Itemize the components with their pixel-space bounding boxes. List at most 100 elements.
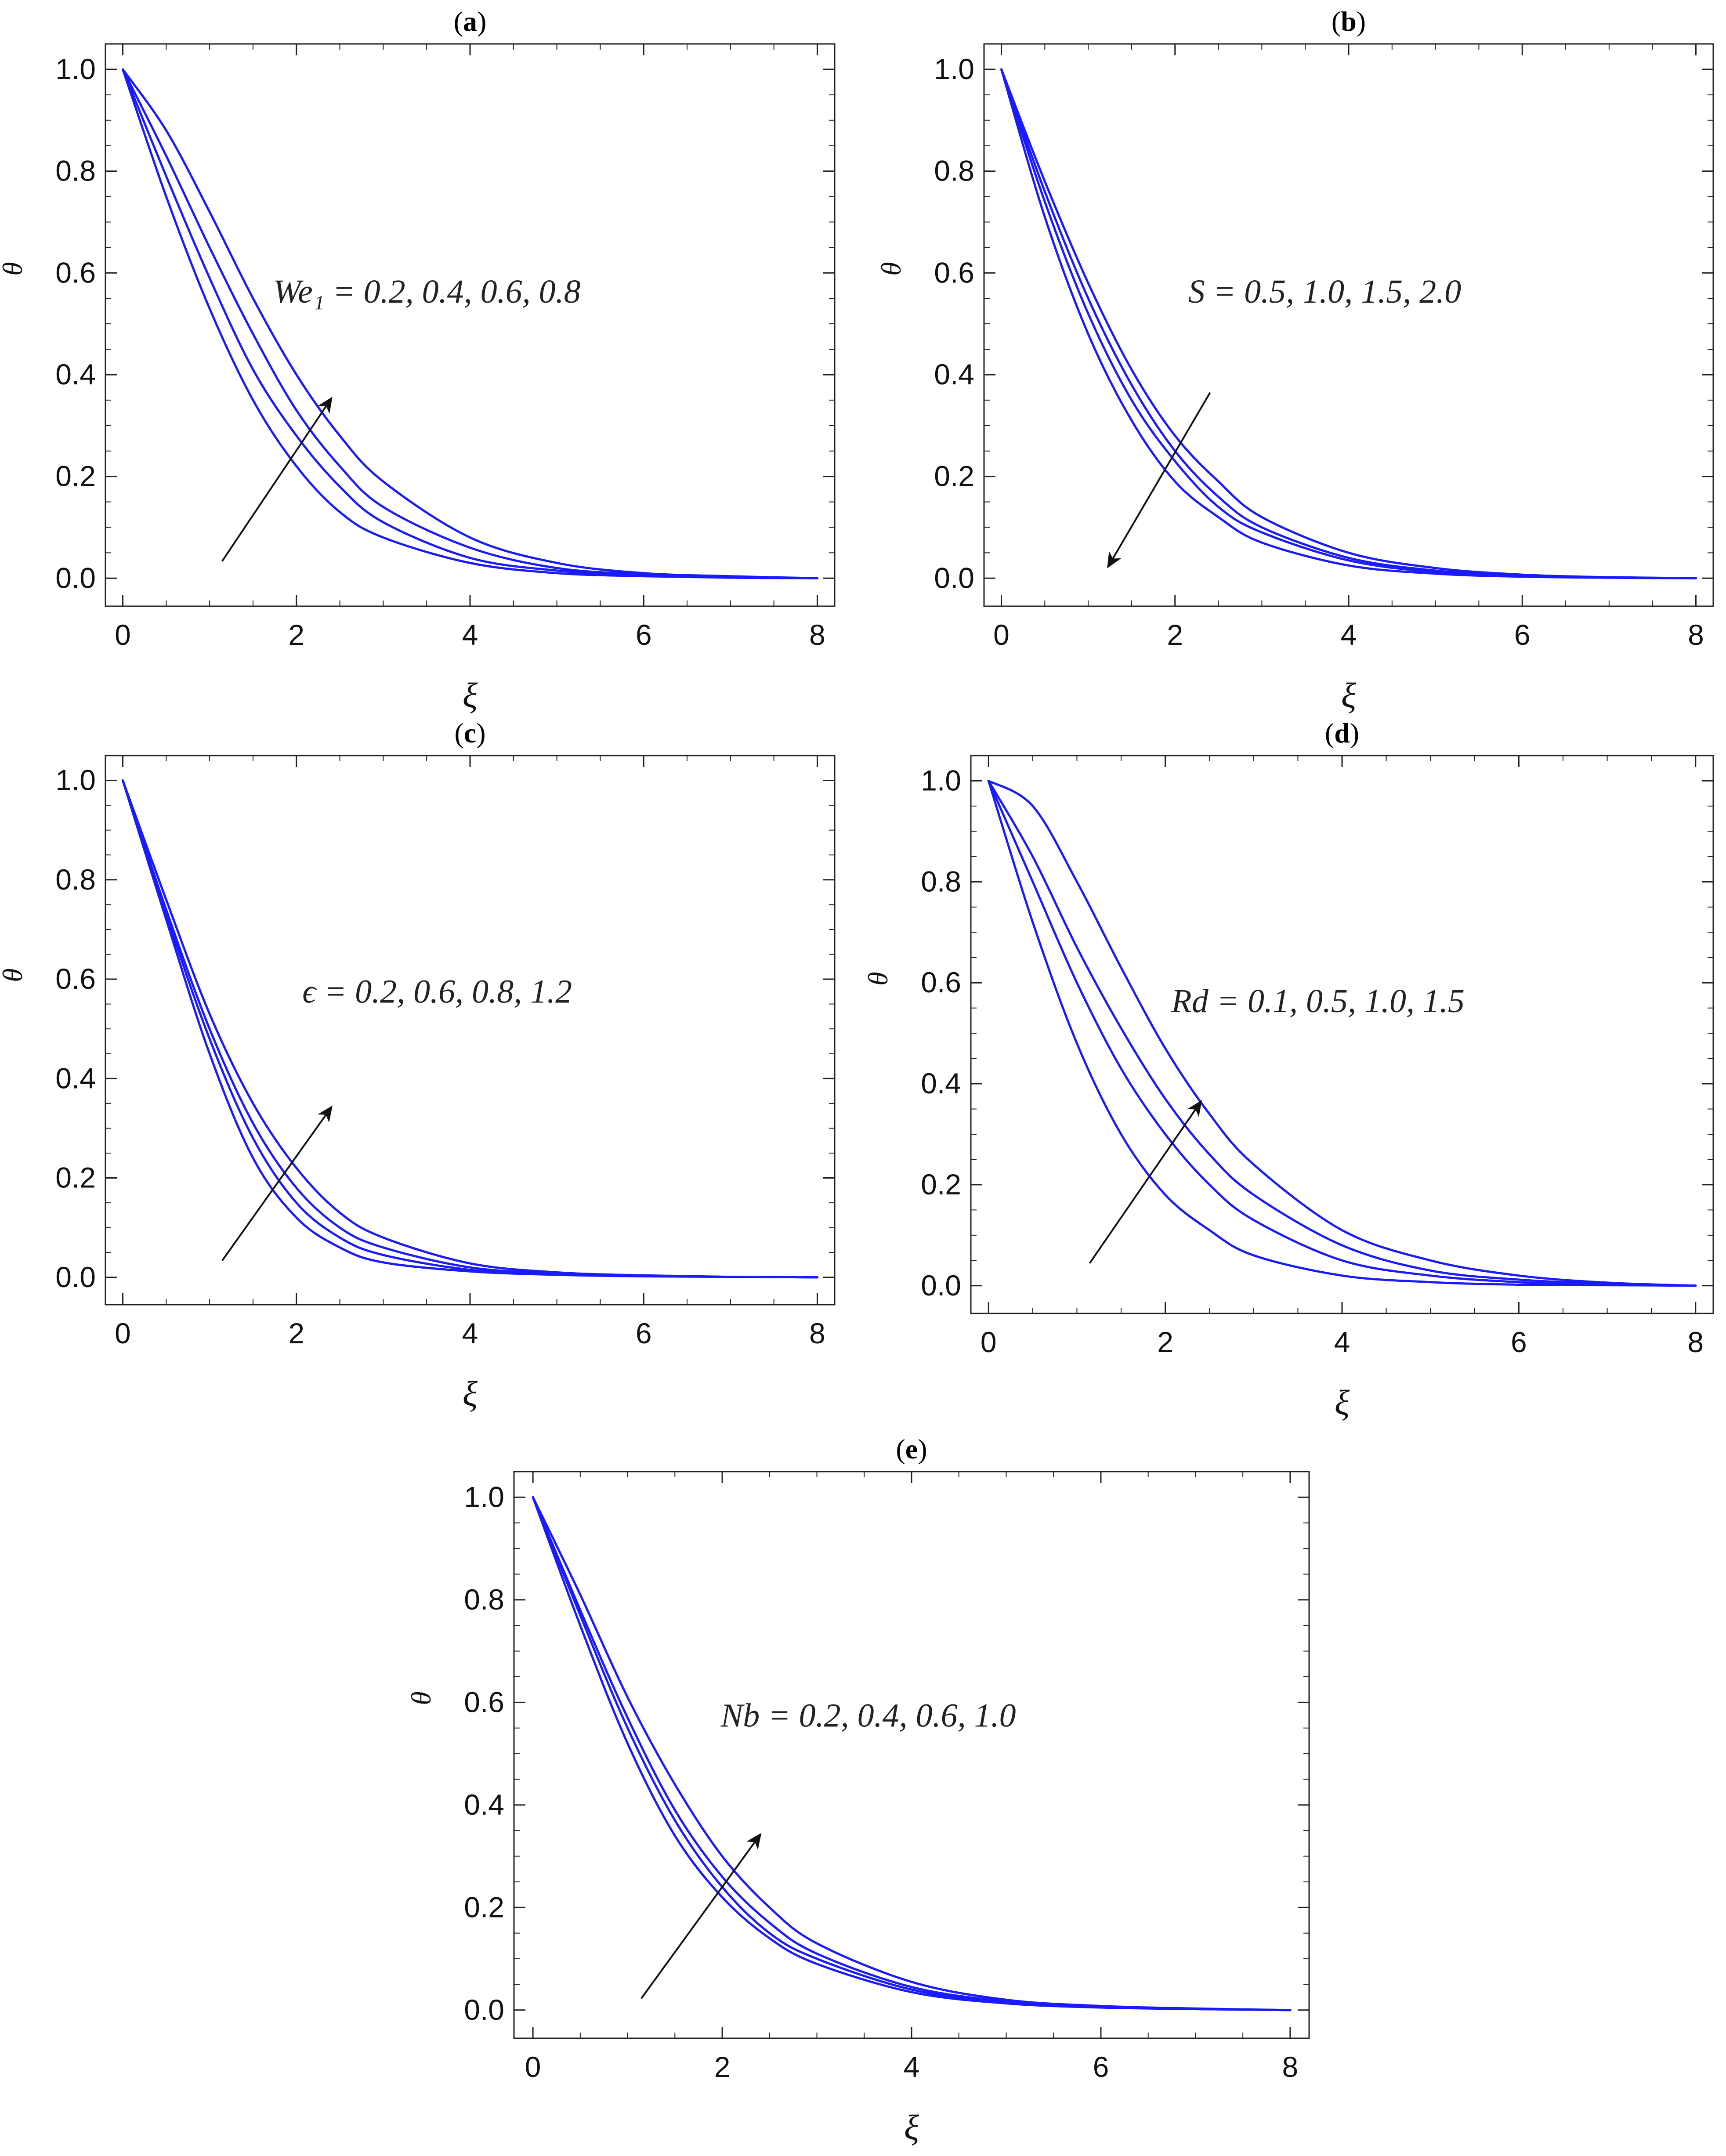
x-tick-label: 0 [981,1326,997,1358]
series-line-3 [122,68,818,579]
x-tick-label: 2 [714,2051,731,2083]
series-line-3 [987,780,1697,1287]
x-tick-label: 6 [636,619,652,651]
y-tick-label: 0.4 [934,358,974,391]
y-tick-label: 0.8 [55,863,96,896]
y-axis-label: θ [862,972,894,985]
y-tick-label: 0.4 [464,1788,504,1821]
series-line-2 [122,68,818,579]
series-line-2 [1000,68,1697,579]
x-axis-label: ξ [1335,1384,1350,1422]
y-tick-label: 0.8 [55,155,96,187]
series-line-3 [532,1496,1292,2011]
panel-label: (a) [454,6,487,37]
panel-label: (d) [1325,717,1359,749]
x-axis-label: ξ [904,2109,919,2147]
y-tick-label: 0.8 [464,1583,504,1616]
y-tick-label: 1.0 [55,764,96,796]
x-tick-label: 0 [115,619,131,651]
y-tick-label: 0.0 [921,1269,961,1302]
panel-d: (d) 0 2 4 6 8 0.0 0.2 0.4 0.6 0.8 1.0 ξ θ Rd = 0.1, 0.… [862,717,1714,1422]
y-tick-label: 0.0 [934,561,974,594]
x-tick-label: 0 [115,1317,131,1349]
y-tick-label: 0.8 [921,865,961,897]
y-tick-label: 0.2 [55,460,96,492]
y-tick-label: 1.0 [921,764,961,796]
y-tick-label: 1.0 [55,53,96,85]
series-line-1 [987,780,1697,1287]
x-tick-label: 8 [1282,2051,1299,2083]
x-tick-label: 4 [462,1317,478,1349]
annotation-text: Nb = 0.2, 0.4, 0.6, 1.0 [720,1697,1016,1734]
x-axis-label: ξ [1341,676,1357,715]
x-tick-label: 8 [1687,1326,1704,1358]
series-line-1 [122,68,818,579]
y-tick-label: 0.2 [921,1168,961,1201]
panel-b: (b) 0 2 4 6 8 0.0 0.2 0.4 0.6 0.8 1.0 ξ θ S = 0.5, 1.0… [876,6,1714,715]
y-tick-label: 0.6 [934,256,974,289]
series-line-1 [1000,68,1697,579]
series-line-4 [987,780,1697,1287]
y-tick-label: 1.0 [934,53,974,85]
x-tick-label: 4 [1334,1326,1350,1358]
x-tick-label: 0 [993,619,1010,651]
annotation-arrow [221,1105,333,1262]
y-tick-label: 0.6 [921,966,961,998]
x-tick-label: 6 [636,1317,652,1349]
series-line-2 [987,780,1697,1287]
plot-frame [105,755,836,1306]
x-axis-label: ξ [463,676,478,715]
x-tick-label: 4 [904,2051,920,2083]
y-tick-label: 0.0 [55,561,96,594]
y-tick-label: 0.6 [55,256,96,289]
x-tick-label: 4 [462,619,478,651]
series-line-3 [1000,68,1697,579]
x-tick-label: 2 [1157,1326,1173,1358]
annotation-text: We₁ = 0.2, 0.4, 0.6, 0.8 [273,273,581,310]
series-line-4 [1000,68,1697,579]
y-tick-label: 0.0 [55,1261,96,1293]
annotation-text: Rd = 0.1, 0.5, 1.0, 1.5 [1171,983,1465,1020]
panel-a: (a) 0 2 4 6 8 0.0 0.2 0.4 0.6 0.8 1.0 ξ θ We₁ = 0.2, 0… [0,6,836,715]
annotation-arrow [640,1833,762,1999]
panel-label: (c) [454,717,485,749]
annotation-text: ϵ = 0.2, 0.6, 0.8, 1.2 [302,973,572,1010]
annotation-arrow [1107,392,1211,568]
series-line-2 [122,779,818,1279]
panel-e: (e) 0 2 4 6 8 0.0 0.2 0.4 0.6 0.8 1.0 ξ θ Nb = 0.2, 0.… [405,1433,1310,2147]
series-line-3 [122,779,818,1279]
y-tick-label: 0.4 [55,358,96,391]
panel-label: (e) [896,1433,927,1465]
y-tick-label: 0.2 [55,1161,96,1194]
annotation-text: S = 0.5, 1.0, 1.5, 2.0 [1188,273,1461,310]
series-line-4 [122,68,818,579]
annotation-arrow [1089,1100,1202,1264]
y-tick-label: 0.6 [55,962,96,995]
y-tick-label: 0.4 [55,1062,96,1094]
series-line-2 [532,1496,1292,2011]
y-tick-label: 0.4 [921,1067,961,1100]
series-line-4 [122,779,818,1279]
x-tick-label: 2 [1167,619,1183,651]
y-tick-label: 0.2 [934,460,974,492]
y-axis-label: θ [876,262,907,275]
x-tick-label: 2 [288,619,304,651]
x-tick-label: 4 [1341,619,1357,651]
y-axis-label: θ [0,968,28,982]
y-axis-label: θ [405,1691,437,1705]
y-tick-label: 0.2 [464,1891,504,1923]
x-axis-label: ξ [463,1375,478,1414]
y-tick-label: 0.8 [934,155,974,187]
plot-frame [105,43,836,607]
x-tick-label: 8 [1688,619,1704,651]
y-axis-label: θ [0,262,28,275]
x-tick-label: 6 [1511,1326,1527,1358]
y-tick-label: 0.6 [464,1686,504,1718]
series-line-1 [122,779,818,1279]
x-tick-label: 6 [1093,2051,1109,2083]
panel-c: (c) 0 2 4 6 8 0.0 0.2 0.4 0.6 0.8 1.0 ξ θ ϵ = 0.2, 0.6… [0,717,836,1414]
series-line-4 [532,1496,1292,2011]
x-tick-label: 0 [525,2051,541,2083]
x-tick-label: 6 [1514,619,1531,651]
